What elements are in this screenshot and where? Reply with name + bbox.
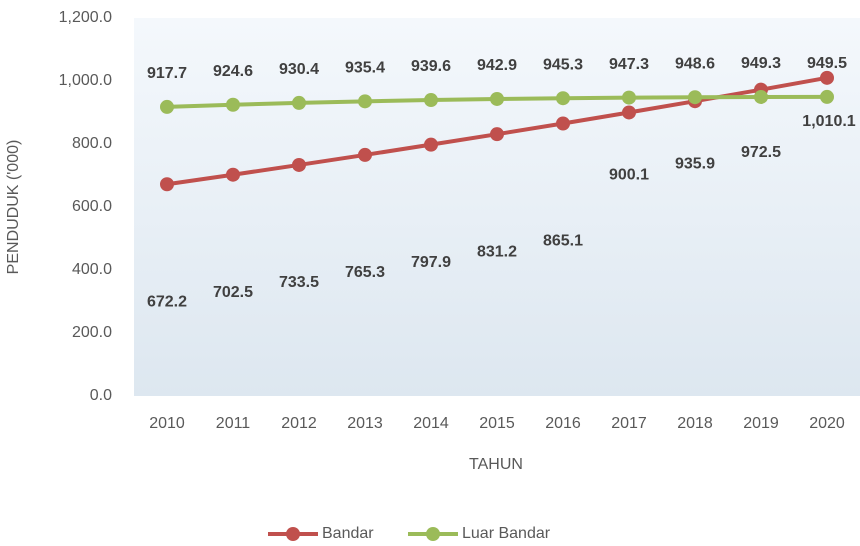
x-tick-label: 2010 [149, 415, 185, 432]
plot-background [134, 18, 860, 396]
x-tick-label: 2012 [281, 415, 317, 432]
marker [424, 137, 438, 152]
marker [292, 95, 306, 110]
legend-label: Luar Bandar [462, 525, 551, 542]
marker [490, 127, 504, 142]
marker [358, 147, 372, 162]
y-tick-label: 1,200.0 [59, 9, 112, 26]
data-label: 942.9 [477, 57, 517, 74]
data-label: 797.9 [411, 254, 451, 271]
y-tick-label: 1,000.0 [59, 72, 112, 89]
x-tick-label: 2017 [611, 415, 647, 432]
marker [556, 91, 570, 106]
data-label: 949.3 [741, 55, 781, 72]
marker [424, 93, 438, 108]
data-label: 945.3 [543, 56, 583, 73]
marker [754, 89, 768, 104]
marker [820, 89, 834, 104]
data-label: 935.4 [345, 60, 385, 77]
x-tick-label: 2016 [545, 415, 581, 432]
y-tick-label: 200.0 [72, 324, 112, 341]
x-axis-title: TAHUN [469, 456, 523, 473]
x-tick-label: 2013 [347, 415, 383, 432]
data-label: 947.3 [609, 56, 649, 73]
legend-marker [286, 527, 300, 541]
data-label: 924.6 [213, 63, 253, 80]
data-label: 865.1 [543, 233, 583, 250]
marker [688, 90, 702, 105]
data-label: 672.2 [147, 293, 187, 310]
marker [226, 167, 240, 182]
x-tick-label: 2018 [677, 415, 713, 432]
data-label: 831.2 [477, 243, 517, 260]
data-label: 900.1 [609, 167, 649, 184]
legend-label: Bandar [322, 525, 374, 542]
data-label: 702.5 [213, 284, 253, 301]
marker [622, 105, 636, 120]
legend-marker [426, 527, 440, 541]
data-label: 948.6 [675, 55, 715, 72]
data-label: 972.5 [741, 144, 781, 161]
data-label: 930.4 [279, 61, 319, 78]
marker [490, 91, 504, 106]
x-tick-label: 2015 [479, 415, 515, 432]
marker [820, 70, 834, 85]
x-tick-label: 2014 [413, 415, 449, 432]
marker [160, 99, 174, 114]
data-label: 935.9 [675, 155, 715, 172]
data-label: 733.5 [279, 274, 319, 291]
x-tick-label: 2020 [809, 415, 845, 432]
data-label: 917.7 [147, 65, 187, 82]
data-label: 765.3 [345, 264, 385, 281]
x-tick-label: 2019 [743, 415, 779, 432]
marker [556, 116, 570, 131]
y-tick-label: 600.0 [72, 198, 112, 215]
x-tick-label: 2011 [216, 415, 251, 432]
y-axis-title: PENDUDUK ('000) [5, 140, 22, 275]
data-label: 939.6 [411, 58, 451, 75]
marker [292, 157, 306, 172]
data-label: 949.5 [807, 55, 847, 72]
y-tick-label: 400.0 [72, 261, 112, 278]
data-label: 1,010.1 [802, 113, 855, 130]
marker [622, 90, 636, 105]
marker [226, 97, 240, 112]
marker [160, 177, 174, 192]
y-tick-label: 0.0 [90, 387, 112, 404]
y-tick-label: 800.0 [72, 135, 112, 152]
marker [358, 94, 372, 109]
